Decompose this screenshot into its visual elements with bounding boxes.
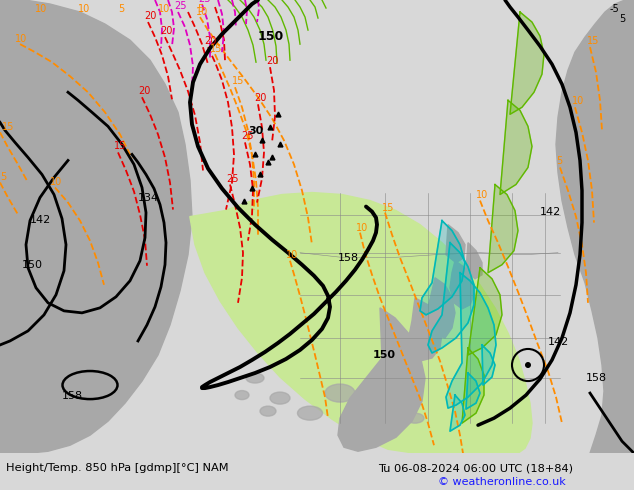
Text: 5: 5 (0, 172, 6, 182)
Polygon shape (450, 395, 465, 431)
Text: 25: 25 (174, 1, 186, 11)
Polygon shape (468, 268, 502, 355)
Text: 10: 10 (15, 34, 27, 44)
Text: 20: 20 (144, 11, 157, 21)
Polygon shape (500, 100, 532, 195)
Text: 20: 20 (160, 26, 172, 36)
Text: 20: 20 (266, 56, 278, 66)
Text: 142: 142 (540, 207, 561, 217)
Text: 10: 10 (78, 4, 90, 14)
Polygon shape (408, 298, 442, 361)
Text: 10: 10 (476, 190, 488, 199)
Text: 15: 15 (232, 76, 244, 86)
Polygon shape (556, 0, 634, 453)
Text: 134: 134 (138, 193, 159, 202)
Text: 15: 15 (210, 44, 223, 54)
Polygon shape (510, 12, 544, 114)
Text: 30: 30 (248, 126, 263, 136)
Circle shape (525, 362, 531, 368)
Text: © weatheronline.co.uk: © weatheronline.co.uk (438, 477, 566, 487)
Polygon shape (446, 224, 465, 263)
Text: 15: 15 (587, 36, 599, 46)
Text: Height/Temp. 850 hPa [gdmp][°C] NAM: Height/Temp. 850 hPa [gdmp][°C] NAM (6, 463, 229, 473)
Ellipse shape (354, 402, 376, 414)
Text: Tu 06-08-2024 06:00 UTC (18+84): Tu 06-08-2024 06:00 UTC (18+84) (378, 463, 573, 473)
Text: 10: 10 (50, 176, 62, 187)
Polygon shape (462, 348, 484, 423)
Text: 10: 10 (572, 97, 585, 106)
Text: 15: 15 (2, 122, 15, 132)
Text: 158: 158 (62, 391, 83, 401)
Polygon shape (428, 278, 455, 338)
Text: 5: 5 (118, 4, 124, 14)
Ellipse shape (385, 397, 405, 409)
Polygon shape (0, 0, 192, 453)
Text: 158: 158 (586, 373, 607, 383)
Text: 142: 142 (548, 337, 569, 347)
Polygon shape (190, 193, 532, 453)
Text: 20: 20 (138, 86, 150, 96)
Polygon shape (450, 261, 474, 309)
Ellipse shape (325, 384, 355, 402)
Text: 25: 25 (241, 131, 254, 142)
Text: 10: 10 (196, 7, 208, 17)
Text: 10: 10 (286, 250, 298, 260)
Ellipse shape (260, 406, 276, 416)
Text: 25: 25 (226, 173, 238, 183)
Text: 10: 10 (356, 222, 368, 233)
Ellipse shape (235, 391, 249, 400)
Text: 25: 25 (241, 0, 254, 2)
Text: 20: 20 (204, 36, 216, 46)
Text: 20: 20 (254, 93, 266, 103)
Text: 10: 10 (35, 4, 48, 14)
Ellipse shape (297, 406, 323, 420)
Polygon shape (482, 345, 495, 385)
Text: 5: 5 (556, 156, 562, 167)
Polygon shape (466, 243, 482, 279)
Polygon shape (420, 220, 465, 315)
Polygon shape (466, 373, 480, 409)
Text: 5: 5 (619, 14, 625, 24)
Text: 142: 142 (30, 215, 51, 224)
Polygon shape (488, 185, 518, 273)
Polygon shape (446, 273, 496, 408)
Polygon shape (338, 308, 425, 451)
Text: 10: 10 (158, 4, 171, 14)
Text: 15: 15 (382, 202, 394, 213)
Ellipse shape (246, 373, 264, 383)
Text: 150: 150 (258, 30, 284, 43)
Polygon shape (428, 243, 474, 353)
Text: 25: 25 (198, 0, 210, 4)
Text: 158: 158 (338, 253, 359, 263)
Text: -5: -5 (610, 4, 620, 14)
Ellipse shape (270, 392, 290, 404)
Text: 150: 150 (373, 350, 396, 360)
Ellipse shape (406, 413, 424, 423)
Text: 25: 25 (151, 0, 164, 2)
Text: 15: 15 (114, 142, 126, 151)
Text: 5: 5 (197, 4, 204, 14)
Text: 150: 150 (22, 260, 43, 270)
